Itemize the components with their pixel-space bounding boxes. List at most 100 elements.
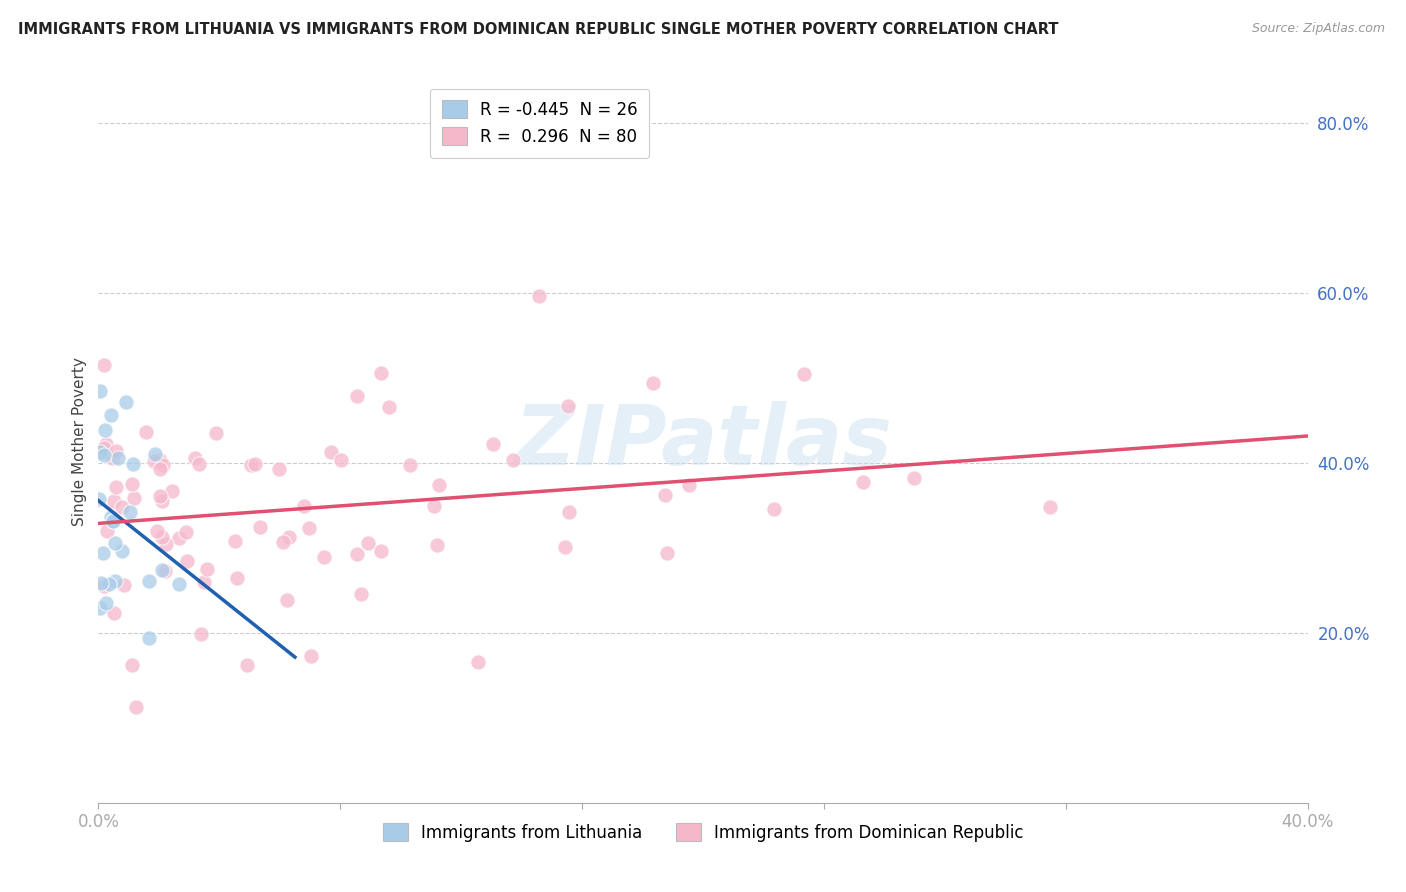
Point — [149, 452, 172, 467]
Point — [135, 425, 157, 439]
Point — [105, 443, 128, 458]
Point — [104, 535, 127, 549]
Point — [762, 501, 785, 516]
Point — [554, 540, 576, 554]
Point — [193, 575, 215, 590]
Legend: Immigrants from Lithuania, Immigrants from Dominican Republic: Immigrants from Lithuania, Immigrants fr… — [375, 817, 1031, 848]
Point — [96, 524, 118, 538]
Point — [292, 500, 315, 514]
Point — [100, 408, 122, 422]
Point — [152, 458, 174, 472]
Point — [104, 574, 127, 588]
Point — [114, 395, 136, 409]
Point — [176, 554, 198, 568]
Point — [93, 546, 115, 560]
Text: ZIPatlas: ZIPatlas — [515, 401, 891, 482]
Point — [150, 530, 173, 544]
Point — [93, 358, 115, 372]
Point — [174, 524, 197, 539]
Text: Source: ZipAtlas.com: Source: ZipAtlas.com — [1251, 22, 1385, 36]
Point — [398, 458, 420, 473]
Point — [150, 563, 173, 577]
Point — [226, 571, 249, 585]
Point — [138, 632, 160, 646]
Point — [167, 531, 190, 545]
Point — [89, 384, 111, 398]
Point — [101, 451, 124, 466]
Point — [370, 366, 392, 380]
Point — [423, 499, 446, 513]
Point — [249, 519, 271, 533]
Point — [89, 445, 111, 459]
Point — [89, 601, 111, 615]
Point — [97, 577, 120, 591]
Point — [121, 477, 143, 491]
Point — [426, 538, 449, 552]
Point — [111, 500, 134, 514]
Point — [370, 544, 392, 558]
Point — [150, 493, 173, 508]
Point — [188, 458, 211, 472]
Point — [122, 491, 145, 505]
Point — [93, 441, 115, 455]
Point — [529, 289, 551, 303]
Point — [90, 576, 112, 591]
Point — [138, 574, 160, 588]
Point — [149, 462, 172, 476]
Point — [101, 514, 124, 528]
Point — [271, 535, 294, 549]
Point — [240, 458, 263, 472]
Point — [903, 471, 925, 485]
Point — [190, 627, 212, 641]
Point — [243, 457, 266, 471]
Point — [467, 655, 489, 669]
Point — [276, 593, 298, 607]
Point — [1039, 500, 1062, 514]
Point — [112, 578, 135, 592]
Point — [299, 649, 322, 664]
Point — [852, 475, 875, 489]
Point — [298, 521, 321, 535]
Point — [121, 658, 143, 673]
Point — [94, 437, 117, 451]
Point — [350, 587, 373, 601]
Point — [145, 524, 167, 538]
Point — [101, 514, 124, 528]
Point — [94, 596, 117, 610]
Point — [125, 700, 148, 714]
Point — [100, 509, 122, 524]
Point — [641, 376, 664, 391]
Point — [278, 530, 301, 544]
Point — [319, 445, 342, 459]
Point — [107, 450, 129, 465]
Point — [94, 423, 117, 437]
Point — [205, 425, 228, 440]
Point — [357, 535, 380, 549]
Point — [87, 491, 110, 506]
Point — [122, 457, 145, 471]
Point — [481, 437, 503, 451]
Point — [143, 453, 166, 467]
Y-axis label: Single Mother Poverty: Single Mother Poverty — [72, 357, 87, 526]
Point — [267, 462, 290, 476]
Point — [93, 449, 115, 463]
Point — [103, 606, 125, 620]
Point — [93, 579, 115, 593]
Point — [224, 534, 246, 549]
Point — [103, 494, 125, 508]
Point — [678, 477, 700, 491]
Point — [111, 544, 134, 558]
Point — [346, 389, 368, 403]
Point — [153, 564, 176, 578]
Point — [312, 549, 335, 564]
Point — [346, 547, 368, 561]
Point — [160, 483, 183, 498]
Point — [558, 505, 581, 519]
Point — [143, 447, 166, 461]
Point — [329, 453, 352, 467]
Point — [655, 546, 678, 560]
Text: IMMIGRANTS FROM LITHUANIA VS IMMIGRANTS FROM DOMINICAN REPUBLIC SINGLE MOTHER PO: IMMIGRANTS FROM LITHUANIA VS IMMIGRANTS … — [18, 22, 1059, 37]
Point — [377, 400, 399, 414]
Point — [148, 489, 170, 503]
Point — [195, 562, 218, 576]
